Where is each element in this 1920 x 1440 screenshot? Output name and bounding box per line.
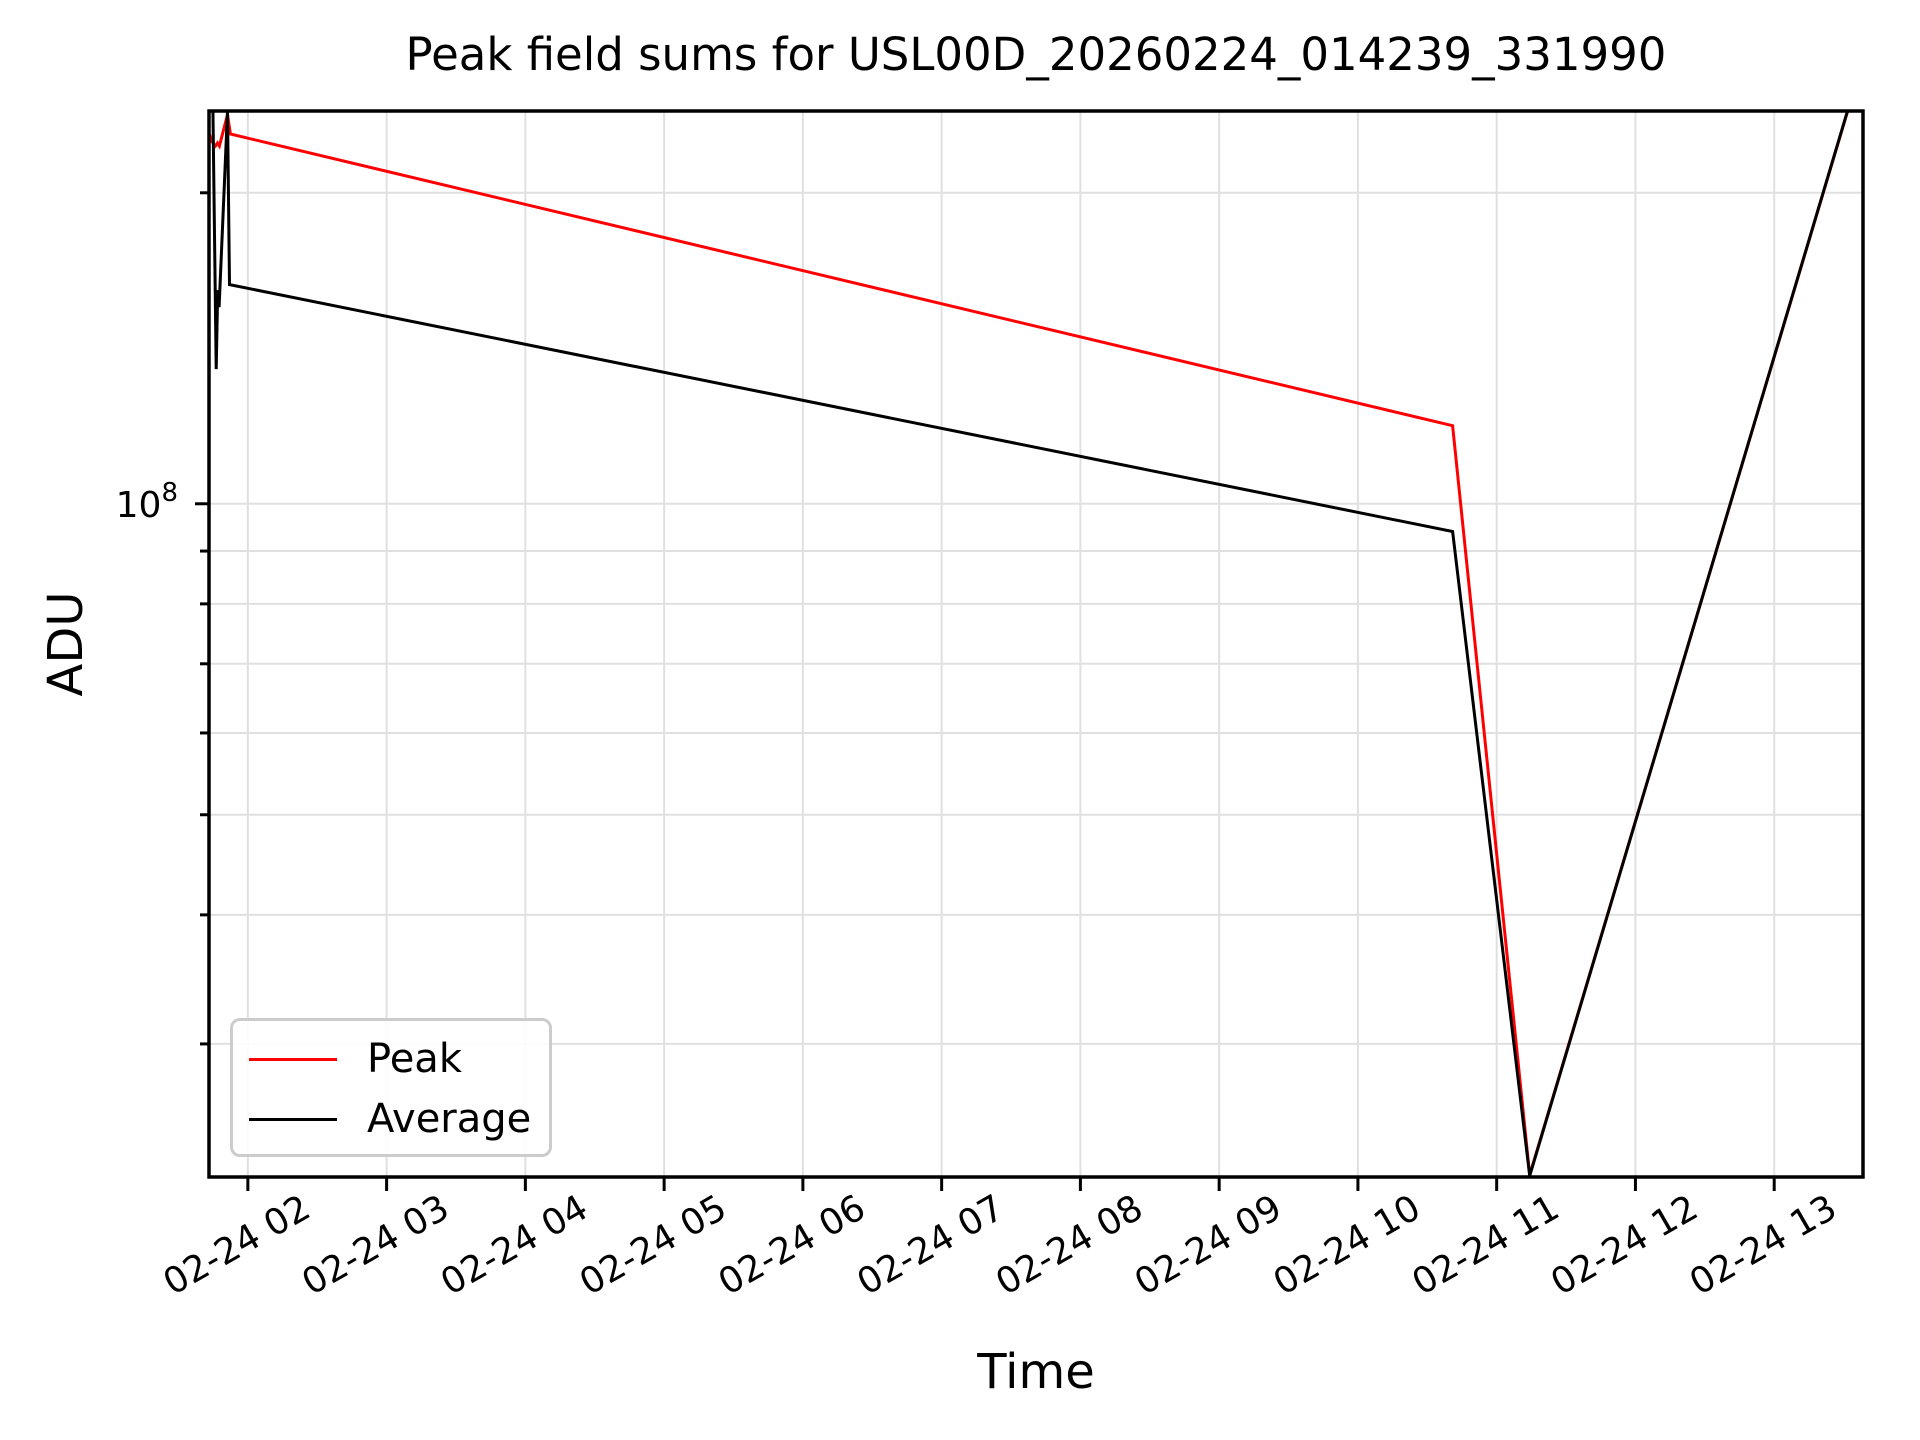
legend-entry-peak: Peak xyxy=(233,1029,549,1089)
x-tick-label: 02-24 05 xyxy=(573,1187,734,1303)
x-tick-label: 02-24 11 xyxy=(1406,1187,1567,1303)
average-line-sample xyxy=(249,1117,337,1121)
series-average-line xyxy=(211,111,1849,1177)
x-axis-label: Time xyxy=(977,1344,1095,1400)
x-tick-label: 02-24 10 xyxy=(1267,1187,1428,1303)
x-tick-label: 02-24 03 xyxy=(295,1187,456,1303)
legend-label-average: Average xyxy=(367,1096,532,1142)
legend-label-peak: Peak xyxy=(367,1036,462,1082)
x-tick-label: 02-24 04 xyxy=(434,1187,595,1303)
legend: Peak Average xyxy=(230,1018,552,1157)
x-tick-label: 02-24 07 xyxy=(850,1187,1011,1303)
series-peak-line xyxy=(209,111,1850,1177)
x-tick-label: 02-24 12 xyxy=(1544,1187,1705,1303)
x-tick-label: 02-24 02 xyxy=(157,1187,318,1303)
x-tick-label: 02-24 08 xyxy=(989,1187,1150,1303)
plot-border xyxy=(207,109,1865,1179)
x-tick-label: 02-24 06 xyxy=(712,1187,873,1303)
y-tick-label: 108 xyxy=(116,478,178,526)
chart-title: Peak field sums for USL00D_20260224_0142… xyxy=(405,28,1667,81)
x-tick-label: 02-24 13 xyxy=(1683,1187,1844,1303)
x-tick-label: 02-24 09 xyxy=(1128,1187,1289,1303)
legend-entry-average: Average xyxy=(233,1089,549,1149)
y-axis-label: ADU xyxy=(38,591,94,697)
peak-line-sample xyxy=(249,1057,337,1061)
